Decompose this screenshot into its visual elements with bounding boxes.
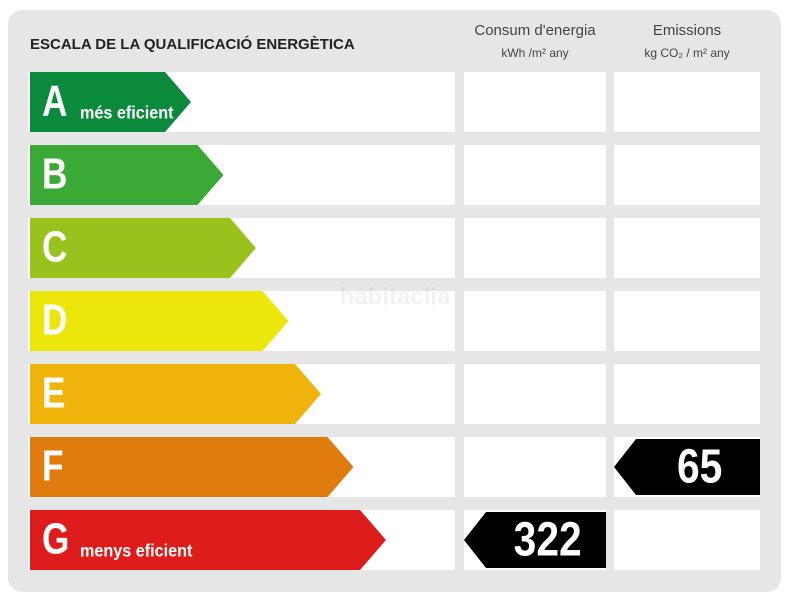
class-arrow (30, 145, 224, 205)
value-cell (464, 72, 606, 132)
rating-value: 65 (677, 441, 722, 494)
class-arrow (30, 291, 289, 351)
class-label: més eficient (80, 103, 174, 123)
title: ESCALA DE LA QUALIFICACIÓ ENERGÈTICA (30, 35, 355, 53)
class-arrow (30, 72, 191, 132)
value-cell (464, 145, 606, 205)
value-cell (464, 364, 606, 424)
value-cell (614, 291, 760, 351)
value-cell (614, 510, 760, 570)
class-letter: F (42, 442, 64, 491)
rating-value: 322 (514, 514, 582, 567)
class-letter: E (42, 369, 65, 418)
class-arrow (30, 218, 256, 278)
class-letter: A (42, 77, 67, 126)
class-arrow (30, 364, 321, 424)
value-cell (614, 218, 760, 278)
value-cell (464, 218, 606, 278)
column-heading: Consum d'energia (474, 22, 596, 39)
value-cell (614, 145, 760, 205)
column-heading: Emissions (653, 22, 721, 39)
class-letter: G (42, 515, 69, 564)
class-letter: D (42, 296, 67, 345)
watermark: habitaclia (340, 283, 451, 310)
column-unit: kWh /m² any (501, 46, 568, 60)
class-label: menys eficient (80, 541, 193, 561)
column-unit: kg CO₂ / m² any (644, 46, 729, 60)
class-arrow (30, 510, 386, 570)
value-cell (464, 291, 606, 351)
value-cell (614, 72, 760, 132)
rating-badge (464, 512, 606, 568)
class-letter: C (42, 223, 67, 272)
value-cell (464, 437, 606, 497)
value-cell (614, 364, 760, 424)
class-arrow (30, 437, 354, 497)
class-letter: B (42, 150, 67, 199)
rating-badge (614, 439, 760, 495)
